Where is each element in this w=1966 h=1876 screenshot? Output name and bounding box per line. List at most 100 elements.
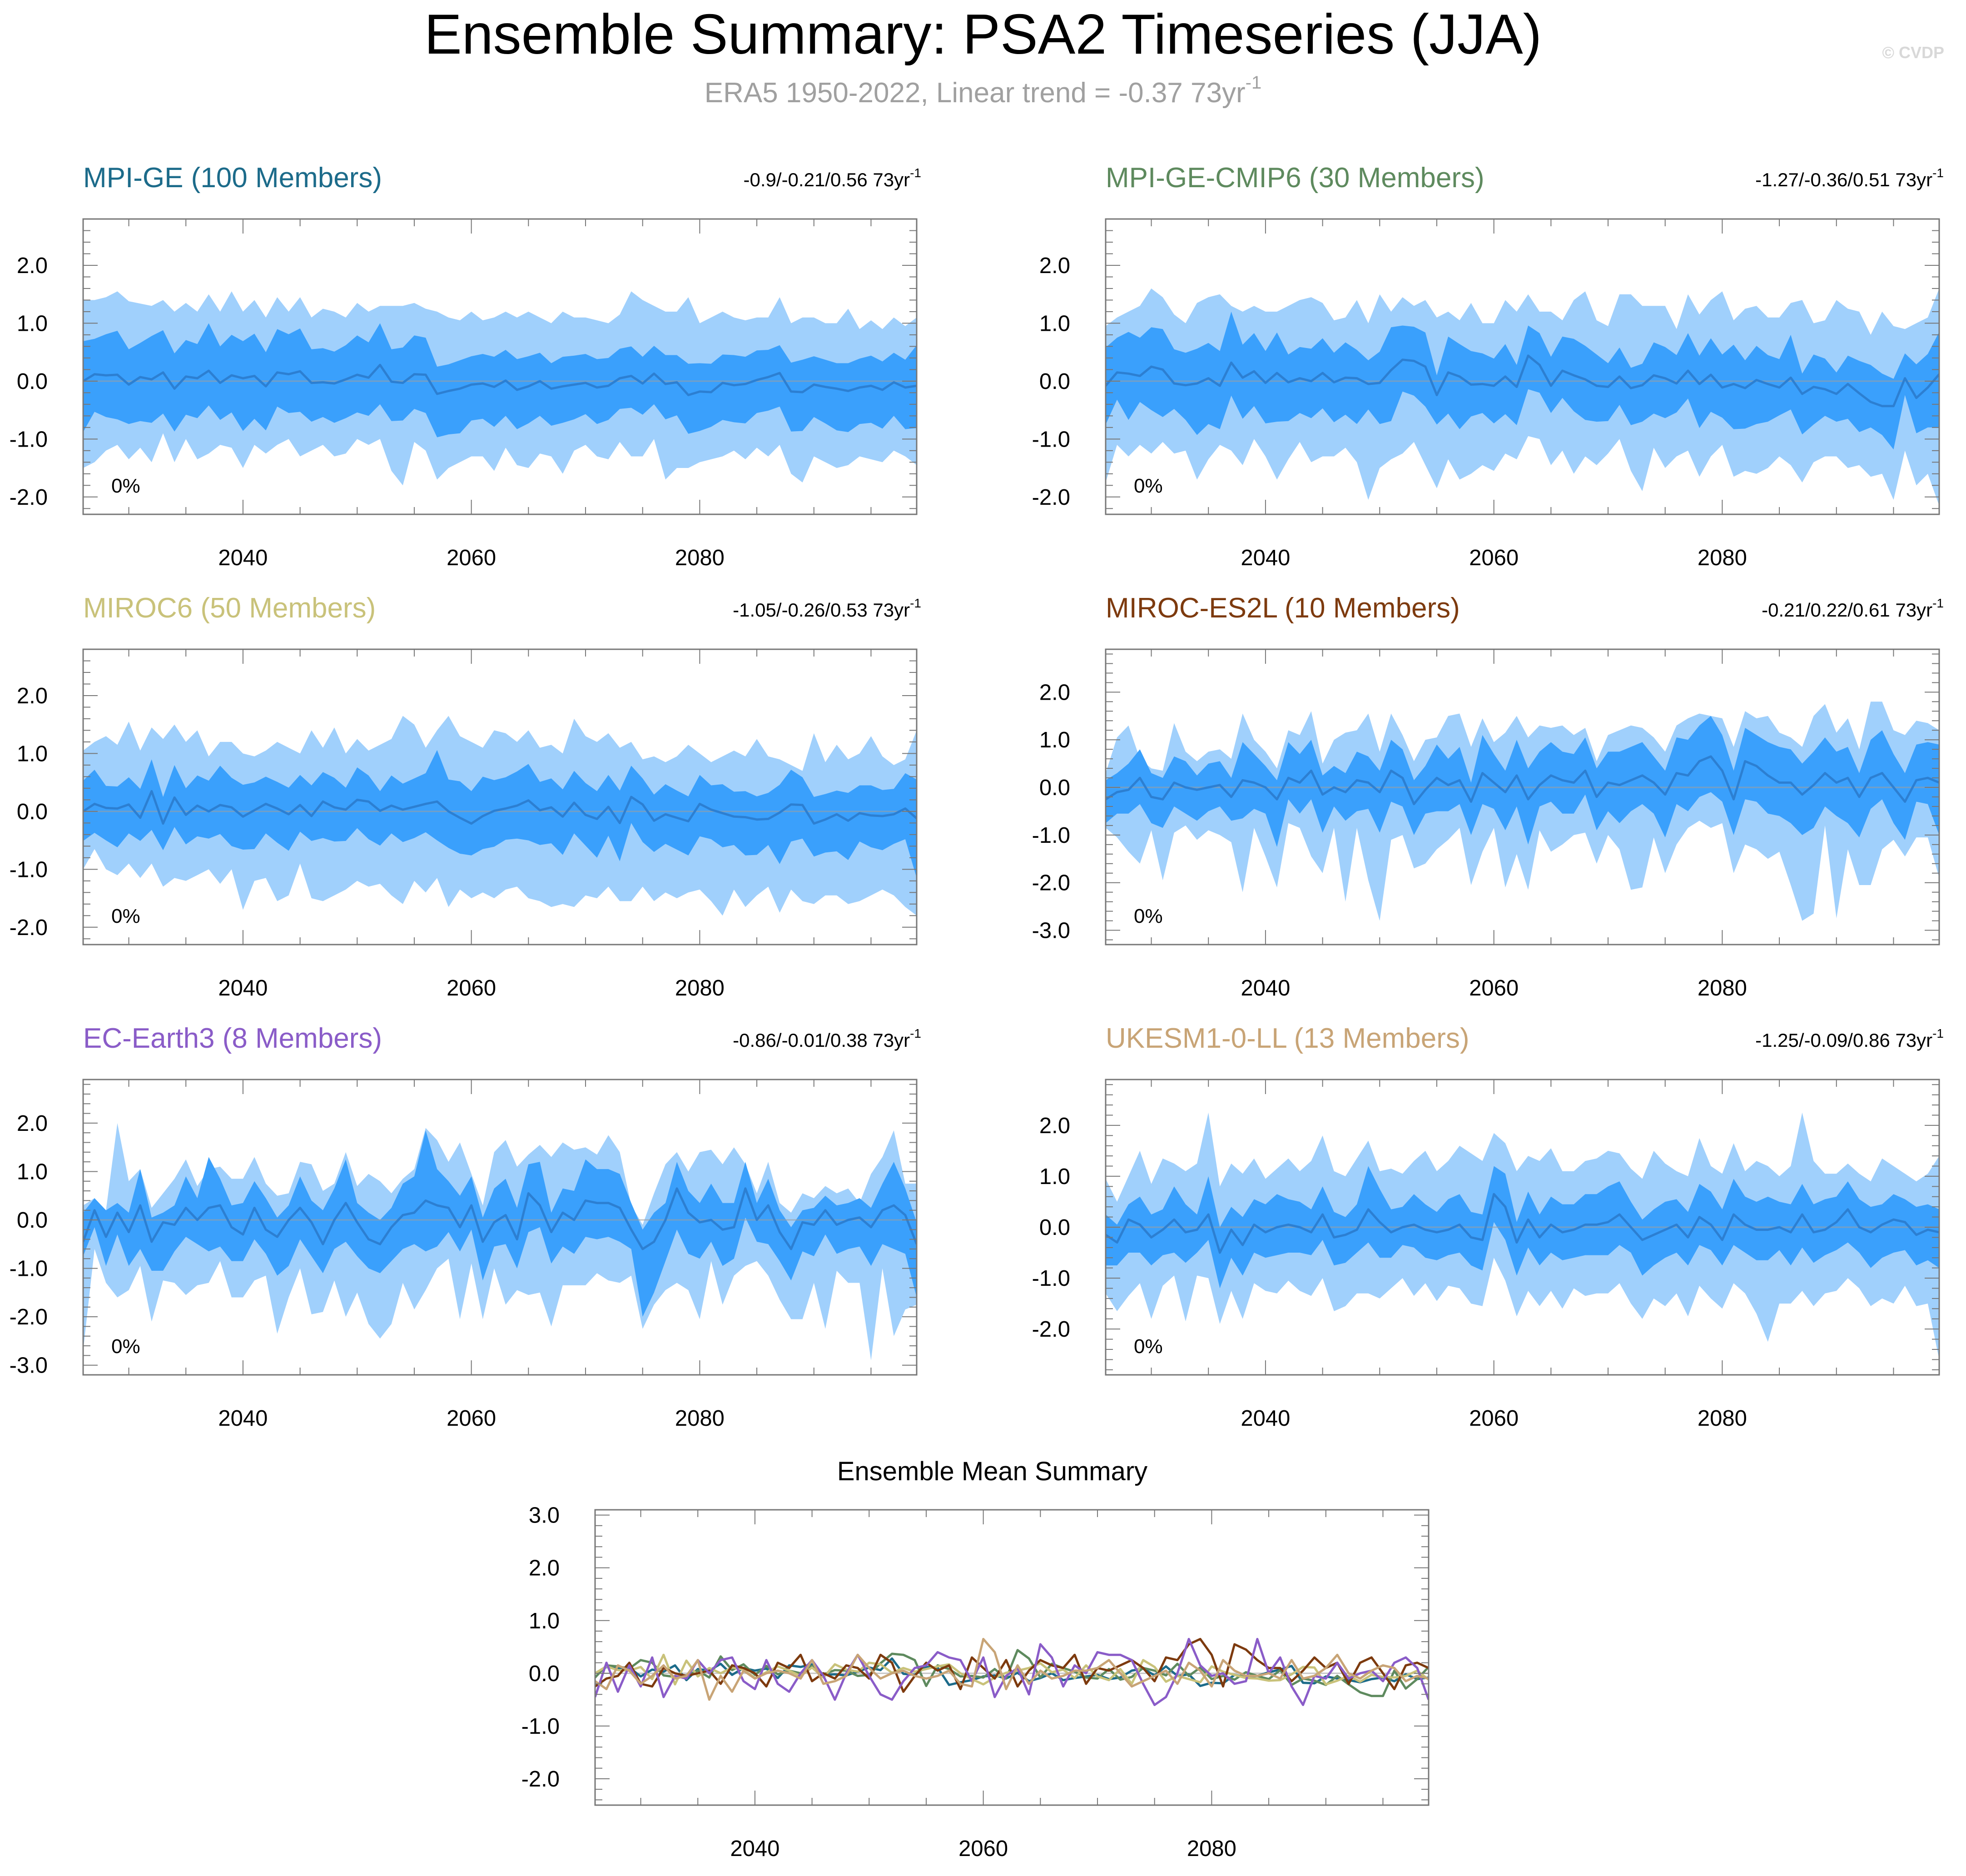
- trend-label: -0.21/0.22/0.61 73yr-1: [1762, 596, 1944, 621]
- x-tick-label: 2060: [1469, 1406, 1519, 1431]
- y-tick-label: 2.0: [1039, 680, 1070, 705]
- panel-title: MPI-GE-CMIP6 (30 Members): [1106, 162, 1484, 194]
- trend-text: -1.25/-0.09/0.86 73yr: [1755, 1030, 1932, 1051]
- trend-label: -1.27/-0.36/0.51 73yr-1: [1755, 166, 1944, 190]
- plot-area: [83, 716, 917, 916]
- y-tick-label: 0.0: [17, 800, 48, 824]
- panel-1: 2.0 1.0 0.0 -1.0 -2.0 2040 2060 2080 MPI-GE-CMIP…: [1032, 162, 1944, 570]
- y-tick-label: -1.0: [10, 857, 48, 882]
- panel-0: 2.0 1.0 0.0 -1.0 -2.0 2040 2060 2080 MPI-GE (100…: [10, 162, 921, 570]
- x-tick-label: 2060: [1469, 546, 1519, 570]
- ensemble-mean-line: [1106, 1193, 1939, 1254]
- trend-text: -0.21/0.22/0.61 73yr: [1762, 599, 1932, 621]
- trend-label: -0.9/-0.21/0.56 73yr-1: [744, 166, 921, 190]
- x-tick-label: 2080: [1187, 1836, 1236, 1861]
- x-tick-label: 2080: [675, 976, 725, 1000]
- plot-area: [83, 291, 917, 486]
- plot-area: [1106, 702, 1939, 921]
- y-tick-label: -2.0: [1032, 485, 1070, 510]
- y-tick-label: -3.0: [10, 1354, 48, 1378]
- trend-superscript: -1: [1932, 1026, 1944, 1040]
- percent-label: 0%: [1134, 1335, 1163, 1358]
- y-tick-label: 1.0: [1039, 728, 1070, 752]
- x-tick-label: 2060: [447, 976, 496, 1000]
- percent-label: 0%: [111, 1335, 140, 1358]
- plot-frame: [1105, 218, 1940, 515]
- x-tick-label: 2040: [218, 546, 268, 570]
- panels-container: 2.0 1.0 0.0 -1.0 -2.0 2040 2060 2080 MPI-GE (100…: [10, 162, 1944, 1861]
- panel-title: EC-Earth3 (8 Members): [83, 1023, 382, 1054]
- y-tick-label: 1.0: [529, 1609, 560, 1633]
- x-tick-label: 2080: [675, 1406, 725, 1431]
- ensemble-mean-line: [83, 790, 917, 825]
- panel-title: MIROC-ES2L (10 Members): [1106, 592, 1460, 624]
- y-tick-label: 0.0: [1039, 369, 1070, 394]
- x-tick-label: 2040: [218, 976, 268, 1000]
- plot-area: [1106, 1112, 1939, 1360]
- x-tick-label: 2080: [675, 546, 725, 570]
- y-tick-label: 2.0: [17, 1111, 48, 1136]
- percent-label: 0%: [1134, 905, 1163, 927]
- plot-frame: [594, 1509, 1430, 1806]
- ensemble-mean-line: [83, 363, 917, 396]
- band-10-90: [1106, 716, 1939, 847]
- y-tick-label: -1.0: [1032, 427, 1070, 452]
- x-tick-label: 2040: [218, 1406, 268, 1431]
- band-10-90: [83, 323, 917, 438]
- panel-2: 2.0 1.0 0.0 -1.0 -2.0 2040 2060 2080 MIROC6 (50 …: [10, 592, 921, 1000]
- x-tick-label: 2080: [1698, 1406, 1747, 1431]
- y-tick-label: -2.0: [10, 1305, 48, 1329]
- ensemble-mean-line: [1106, 354, 1939, 408]
- x-tick-label: 2040: [730, 1836, 779, 1861]
- y-tick-label: 1.0: [17, 741, 48, 766]
- panel-title: MIROC6 (50 Members): [83, 592, 376, 624]
- x-tick-label: 2080: [1698, 976, 1747, 1000]
- y-tick-label: 2.0: [1039, 254, 1070, 278]
- trend-text: -1.27/-0.36/0.51 73yr: [1755, 169, 1932, 190]
- band-10-90: [83, 1130, 917, 1317]
- y-tick-label: -1.0: [521, 1714, 560, 1739]
- y-tick-label: 2.0: [17, 684, 48, 708]
- plot-frame: [82, 218, 918, 515]
- panel-3: 2.0 1.0 0.0 -1.0 -2.0 -3.0 2040 2060 2080 MIROC-E…: [1032, 592, 1944, 1000]
- y-tick-label: -2.0: [1032, 1317, 1070, 1342]
- plot-frame: [82, 1079, 918, 1376]
- trend-superscript: -1: [910, 166, 921, 180]
- y-tick-label: 1.0: [17, 1159, 48, 1184]
- y-tick-label: -2.0: [521, 1767, 560, 1791]
- y-tick-label: 0.0: [17, 369, 48, 394]
- y-tick-label: -1.0: [10, 1257, 48, 1281]
- y-tick-label: -2.0: [1032, 871, 1070, 896]
- trend-label: -0.86/-0.01/0.38 73yr-1: [733, 1026, 921, 1051]
- x-tick-label: 2040: [1241, 546, 1290, 570]
- y-tick-label: -2.0: [10, 485, 48, 510]
- panel-title: MPI-GE (100 Members): [83, 162, 382, 194]
- plot-frame: [82, 648, 918, 945]
- panel-4: 2.0 1.0 0.0 -1.0 -2.0 -3.0 2040 2060 2080 EC-Eart…: [10, 1023, 921, 1431]
- y-tick-label: 0.0: [1039, 1215, 1070, 1240]
- x-tick-label: 2060: [447, 1406, 496, 1431]
- y-tick-label: 2.0: [1039, 1114, 1070, 1138]
- y-tick-label: 1.0: [17, 311, 48, 336]
- panel-title: UKESM1-0-LL (13 Members): [1106, 1023, 1470, 1054]
- y-tick-label: 0.0: [1039, 776, 1070, 800]
- y-tick-label: 0.0: [529, 1662, 560, 1686]
- trend-superscript: -1: [1932, 596, 1944, 610]
- subtitle-text: ERA5 1950-2022, Linear trend = -0.37 73y…: [705, 77, 1246, 109]
- figure-subtitle: ERA5 1950-2022, Linear trend = -0.37 73y…: [705, 73, 1261, 109]
- y-tick-label: 3.0: [529, 1503, 560, 1528]
- ensemble-mean-line: [1106, 755, 1939, 806]
- trend-superscript: -1: [910, 596, 921, 610]
- x-tick-label: 2040: [1241, 976, 1290, 1000]
- x-tick-label: 2060: [958, 1836, 1008, 1861]
- trend-text: -0.9/-0.21/0.56 73yr: [744, 169, 910, 190]
- y-tick-label: 1.0: [1039, 1164, 1070, 1189]
- panel-title: Ensemble Mean Summary: [837, 1457, 1147, 1486]
- y-tick-label: 2.0: [17, 254, 48, 278]
- panel-6: 3.0 2.0 1.0 0.0 -1.0 -2.0 2040 2060 2080 Ensemble…: [521, 1457, 1430, 1861]
- trend-superscript: -1: [910, 1026, 921, 1040]
- y-tick-label: 1.0: [1039, 311, 1070, 336]
- trend-label: -1.25/-0.09/0.86 73yr-1: [1755, 1026, 1944, 1051]
- panel-5: 2.0 1.0 0.0 -1.0 -2.0 2040 2060 2080 UKESM1-0-LL…: [1032, 1023, 1944, 1431]
